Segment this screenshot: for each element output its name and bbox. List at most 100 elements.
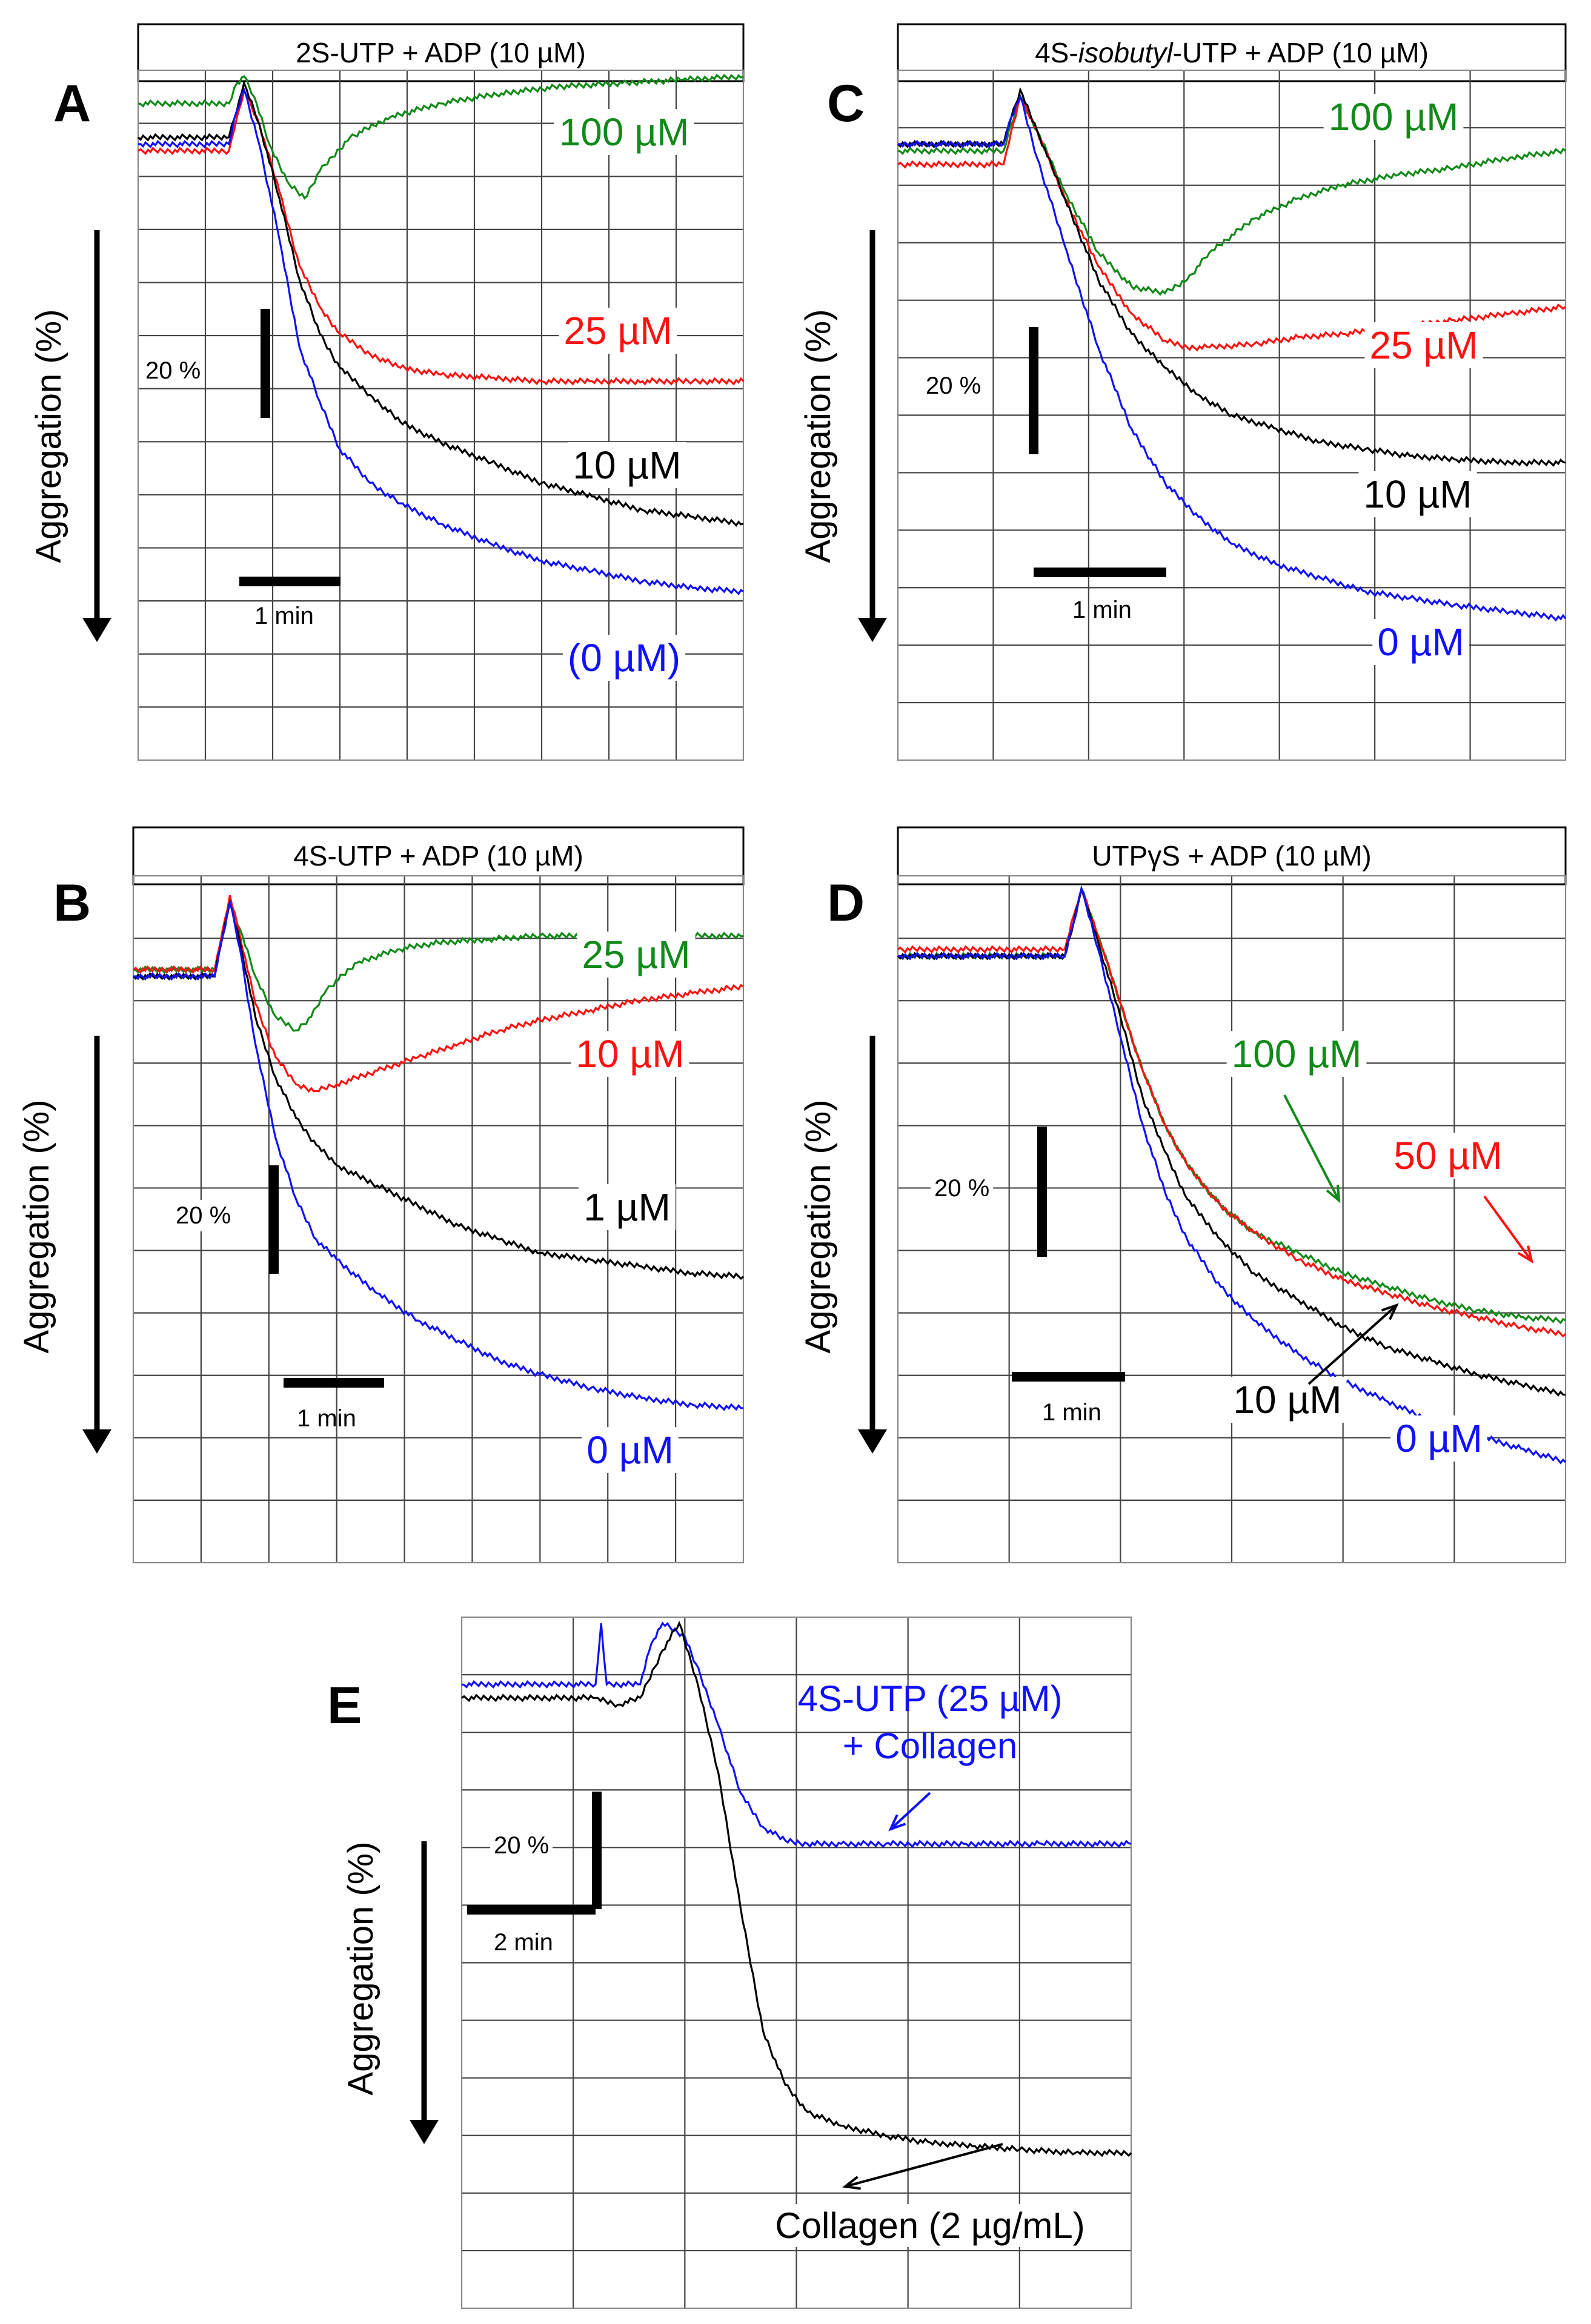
series-label-line2: + Collagen	[843, 1726, 1018, 1766]
plot-frame	[460, 1616, 1132, 2309]
series-label: 100 µM	[559, 110, 689, 154]
series-label-bg	[562, 635, 686, 681]
trace-10-M	[897, 87, 1566, 467]
series-label: 10 µM	[573, 443, 681, 487]
scale-bar-label-bg	[922, 370, 985, 402]
series-label: 25 µM	[582, 933, 690, 976]
annotation-arrow-head	[1326, 1184, 1341, 1203]
scale-bar-horizontal-label: 2 min	[494, 1929, 553, 1956]
plot-frame	[897, 875, 1567, 1564]
trace-25-M	[897, 93, 1566, 352]
scale-bar-label-bg	[931, 1173, 994, 1204]
trace-Collagen-2-g-mL-	[461, 1620, 1132, 2157]
series-label-bg	[571, 1031, 689, 1077]
series-label-bg	[579, 1184, 676, 1230]
series-label-bg	[1226, 1031, 1367, 1077]
annotation-arrow-head	[888, 1814, 906, 1832]
series-label-bg	[1372, 619, 1469, 665]
series-label: 0 µM	[586, 1428, 674, 1472]
series-label-bg	[1389, 1133, 1507, 1179]
panel-letter: C	[827, 74, 865, 133]
series-label: 0 µM	[1377, 620, 1464, 664]
scale-bars: 20 % 1 min	[172, 1165, 384, 1432]
series-label-bg	[582, 1427, 679, 1473]
panel-E: E 4S-UTP (25 µM) + Collagen Collagen (2 µg/…	[327, 1616, 1132, 2309]
scale-bars: 20 % 2 min	[467, 1792, 602, 1956]
y-axis-arrow-head	[858, 1429, 887, 1454]
plot-frame	[132, 875, 745, 1564]
series-label: 10 µM	[1233, 1378, 1341, 1422]
scale-bar-vertical-label: 20 %	[926, 372, 981, 399]
series-label: 25 µM	[563, 309, 672, 353]
series-label: 10 µM	[576, 1032, 684, 1076]
title-box	[132, 826, 745, 886]
y-axis-arrow-head	[82, 618, 111, 642]
series-label-bg	[1390, 1415, 1487, 1462]
panel-B: B 4S-UTP + ADP (10 µM) 25 µM 10 µM 1 µM 0 µM 2…	[17, 826, 745, 1564]
series-label-bg	[770, 2204, 1090, 2247]
series-label: 50 µM	[1393, 1134, 1502, 1177]
series-label: 100 µM	[1232, 1032, 1362, 1076]
y-axis-label: Aggregation (%)	[799, 309, 838, 563]
y-axis-arrow-head	[858, 618, 887, 642]
scale-bars: 20 % 1 min	[931, 1127, 1125, 1426]
series-label: 25 µM	[1369, 323, 1478, 367]
annotation-arrow-line	[889, 1792, 931, 1830]
panel-letter: E	[327, 1677, 362, 1735]
annotation-arrow-line	[845, 2143, 1003, 2188]
scale-bar-horizontal-label: 1 min	[1072, 597, 1132, 623]
scale-bar-vertical-label: 20 %	[494, 1832, 549, 1859]
chart-title: 4S-UTP + ADP (10 µM)	[293, 840, 583, 872]
series-label-bg	[577, 932, 696, 978]
series-label-bg	[554, 109, 694, 155]
y-axis-label: Aggregation (%)	[799, 1099, 838, 1353]
series-label: Collagen (2 µg/mL)	[775, 2205, 1084, 2246]
annotation-arrow-head	[842, 2176, 862, 2190]
title-box	[897, 826, 1567, 886]
trace-4S-UTP-25-M-Collagen	[461, 1621, 1132, 1849]
y-axis-arrow-head	[82, 1429, 111, 1454]
scale-bar-horizontal-label: 1 min	[297, 1405, 356, 1432]
annotation-arrow-line	[1483, 1195, 1533, 1262]
chart-title: 2S-UTP + ADP (10 µM)	[296, 37, 586, 68]
series-label: 1 µM	[583, 1185, 671, 1229]
panel-A: A 2S-UTP + ADP (10 µM) 100 µM 25 µM 10 µM (0 …	[29, 23, 745, 761]
chart-title: 4S-isobutyl-UTP + ADP (10 µM)	[1035, 37, 1429, 68]
series-label-bg	[1323, 94, 1464, 140]
trace-0-M	[133, 898, 744, 1411]
trace-0-M	[898, 94, 1567, 622]
series-label: (0 µM)	[568, 636, 680, 680]
scale-bar-vertical-label: 20 %	[176, 1202, 231, 1229]
series-label: 0 µM	[1395, 1417, 1483, 1460]
trace-100-M	[897, 94, 1566, 296]
trace-50-M	[897, 888, 1567, 1338]
series-label-bg	[1364, 322, 1483, 368]
plot-frame	[897, 69, 1567, 761]
scale-bar-label-bg	[142, 355, 205, 386]
panel-letter: A	[53, 74, 91, 133]
series-label-line1: 4S-UTP (25 µM)	[798, 1678, 1063, 1719]
panel-letter: D	[827, 874, 865, 932]
y-axis-label: Aggregation (%)	[17, 1099, 56, 1353]
trace--0-M-	[138, 87, 744, 595]
y-axis-arrow-head	[410, 2120, 439, 2144]
trace-10-M	[133, 895, 744, 1093]
scale-bars: 20 % 1 min	[142, 309, 340, 629]
annotation-arrow-head	[1381, 1303, 1399, 1320]
annotation-arrow-line	[1283, 1094, 1340, 1201]
annotation-arrow-head	[1517, 1245, 1534, 1264]
trace-100-M	[138, 73, 744, 200]
panel-D: D UTPγS + ADP (10 µM) 100 µM 50 µM 10 µM 0 µM…	[799, 826, 1567, 1564]
trace-10-M	[137, 80, 744, 527]
chart-title: UTPγS + ADP (10 µM)	[1092, 840, 1372, 872]
series-label: 100 µM	[1329, 95, 1459, 139]
scale-bar-vertical-label: 20 %	[934, 1175, 989, 1202]
series-label-bg	[1358, 471, 1477, 517]
scale-bar-vertical-label: 20 %	[145, 357, 201, 384]
scale-bar-horizontal-label: 1 min	[254, 603, 314, 629]
title-box	[137, 23, 745, 82]
plot-frame	[137, 69, 745, 761]
scale-bar-label-bg	[490, 1830, 553, 1861]
series-label: 10 µM	[1363, 472, 1472, 516]
